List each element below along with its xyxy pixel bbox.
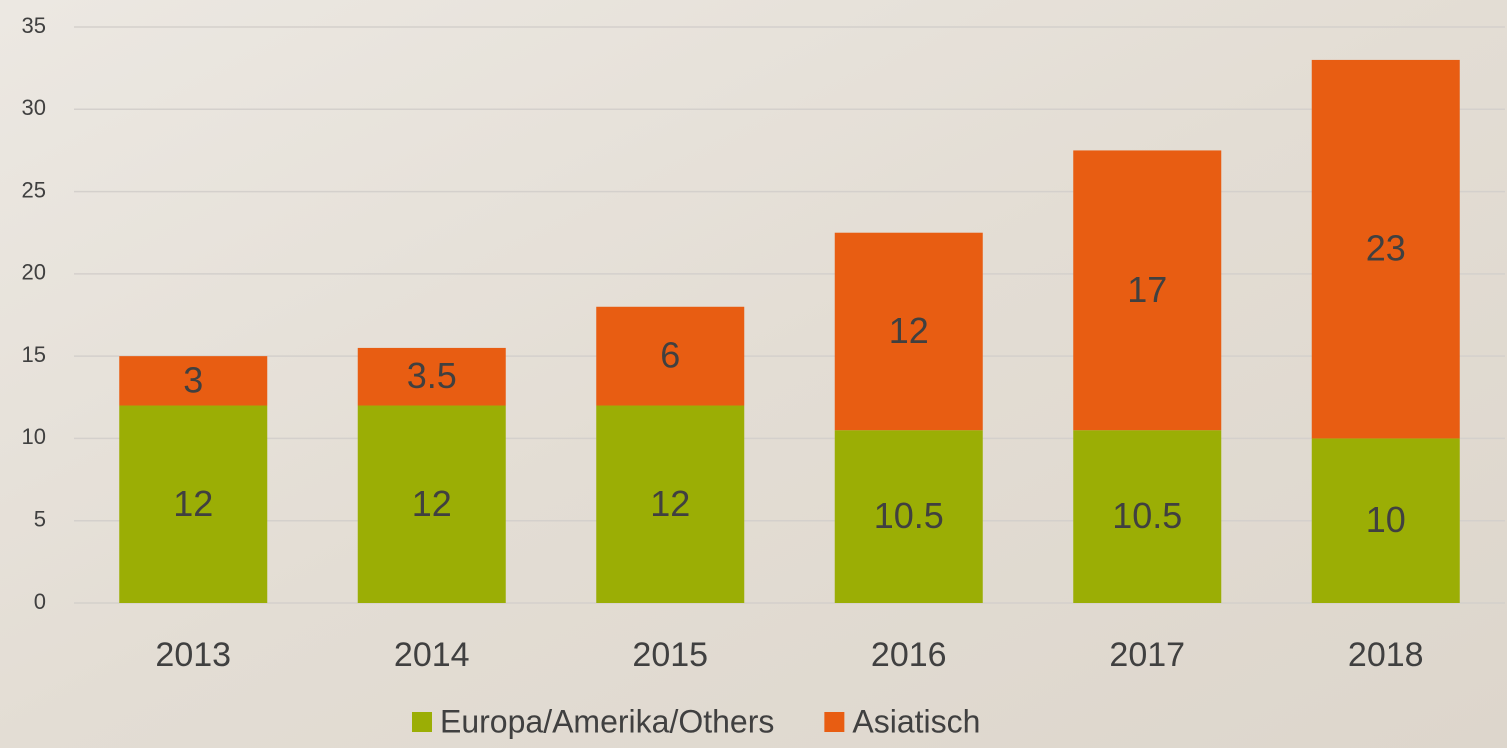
bar-segment xyxy=(357,347,506,406)
y-tick-label: 10 xyxy=(22,424,46,449)
data-label: 3 xyxy=(183,359,203,400)
x-tick-label: 2018 xyxy=(1348,636,1424,674)
bar-segment xyxy=(119,356,268,406)
data-label: 12 xyxy=(173,483,213,524)
y-tick-label: 30 xyxy=(22,95,46,120)
y-tick-label: 20 xyxy=(22,260,46,285)
bar-segment xyxy=(834,430,983,603)
y-tick-label: 15 xyxy=(22,342,46,367)
data-label: 12 xyxy=(412,483,452,524)
data-label: 10.5 xyxy=(874,495,944,536)
bar-segment xyxy=(596,306,745,406)
bar-segment xyxy=(1073,430,1222,603)
y-tick-label: 0 xyxy=(34,589,46,614)
legend-label: Europa/Amerika/Others xyxy=(440,703,774,739)
data-label: 10 xyxy=(1366,499,1406,540)
bar-segment xyxy=(357,405,506,603)
data-label: 12 xyxy=(650,483,690,524)
bar-segment xyxy=(1311,438,1460,603)
bar-segment xyxy=(1311,59,1460,439)
data-label: 3.5 xyxy=(407,355,457,396)
x-tick-label: 2015 xyxy=(632,636,708,674)
data-label: 17 xyxy=(1127,269,1167,310)
x-tick-label: 2016 xyxy=(871,636,947,674)
legend-swatch xyxy=(824,712,845,732)
data-label: 10.5 xyxy=(1112,495,1182,536)
bar-segment xyxy=(596,405,745,603)
x-tick-label: 2013 xyxy=(155,636,231,674)
y-tick-label: 5 xyxy=(34,507,46,532)
y-tick-label: 25 xyxy=(22,177,46,202)
data-label: 12 xyxy=(889,310,929,351)
bar-segment xyxy=(834,232,983,431)
y-tick-label: 35 xyxy=(22,13,46,38)
data-label: 23 xyxy=(1366,228,1406,269)
bar-segment xyxy=(1073,150,1222,431)
x-tick-label: 2014 xyxy=(394,636,470,674)
bar-segment xyxy=(119,405,268,603)
legend-swatch xyxy=(412,712,432,732)
legend-label: Asiatisch xyxy=(852,703,980,739)
data-label: 6 xyxy=(660,335,680,376)
x-tick-label: 2017 xyxy=(1109,636,1185,674)
